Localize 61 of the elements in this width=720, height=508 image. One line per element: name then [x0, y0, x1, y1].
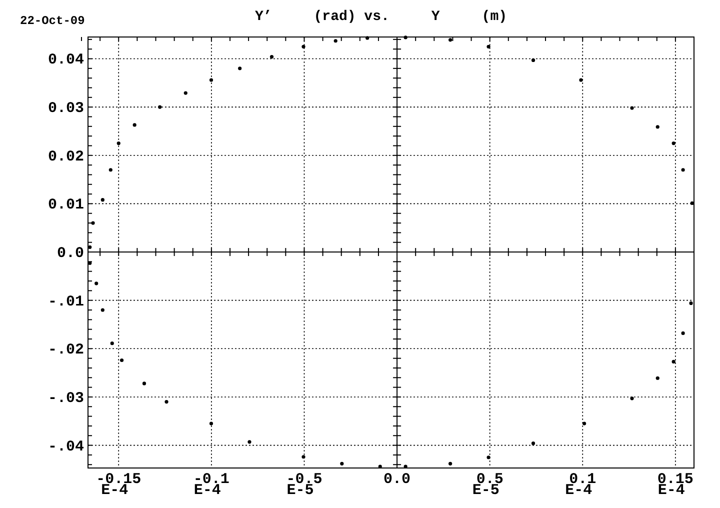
point	[448, 38, 452, 42]
chart-title: Y’ (rad) vs. Y (m)	[254, 9, 508, 25]
point	[366, 36, 370, 40]
point	[100, 308, 104, 312]
point	[582, 422, 586, 426]
point	[334, 39, 338, 43]
point	[132, 123, 136, 127]
point	[238, 66, 242, 70]
point	[448, 462, 452, 466]
x-tick-label: -0.1E-4	[193, 471, 230, 499]
y-tick-label: 0.01	[48, 196, 84, 214]
y-tick-label: 0.02	[48, 148, 84, 166]
x-tick-label: -0.5E-5	[286, 471, 322, 499]
point	[579, 78, 583, 82]
point	[531, 442, 536, 446]
point	[184, 91, 188, 95]
point	[404, 36, 408, 40]
point	[302, 455, 306, 459]
y-tick-label: -.04	[48, 438, 84, 456]
text: 22-Oct-09	[20, 14, 85, 28]
point	[142, 382, 146, 386]
point	[630, 396, 634, 400]
x-tick-label: -0.15E-4	[96, 471, 142, 499]
point	[270, 55, 274, 59]
point	[681, 331, 685, 335]
point	[158, 105, 162, 109]
point	[164, 400, 168, 404]
point	[672, 142, 676, 146]
point	[88, 261, 92, 265]
point	[690, 201, 694, 206]
y-tick-label: -.01	[48, 293, 84, 310]
y-tick-label: -.02	[48, 342, 84, 359]
point	[108, 168, 112, 172]
point	[656, 376, 660, 380]
point	[100, 198, 104, 202]
point	[248, 440, 252, 444]
point	[94, 282, 98, 286]
point	[340, 462, 344, 466]
point	[486, 456, 490, 460]
point	[91, 221, 95, 225]
point	[120, 358, 124, 362]
point	[531, 58, 536, 62]
point	[486, 44, 490, 48]
point	[209, 78, 214, 82]
point	[689, 301, 693, 306]
point	[656, 125, 660, 129]
x-tick-label: 0.5E-5	[472, 471, 504, 499]
point	[302, 44, 306, 48]
x-tick-label: 0.15E-4	[657, 471, 694, 499]
y-tick-label: 0.04	[48, 52, 84, 69]
point	[681, 168, 685, 172]
y-tick-label: 0.03	[48, 100, 84, 118]
x-tick-label: 0.0	[384, 471, 411, 488]
point	[672, 360, 676, 364]
point	[88, 245, 92, 249]
point	[110, 342, 114, 346]
y-tick-label: -.03	[48, 390, 84, 407]
point	[116, 142, 120, 146]
point	[209, 422, 214, 426]
x-tick-label: 0.1E-4	[565, 471, 596, 499]
point	[630, 106, 634, 110]
